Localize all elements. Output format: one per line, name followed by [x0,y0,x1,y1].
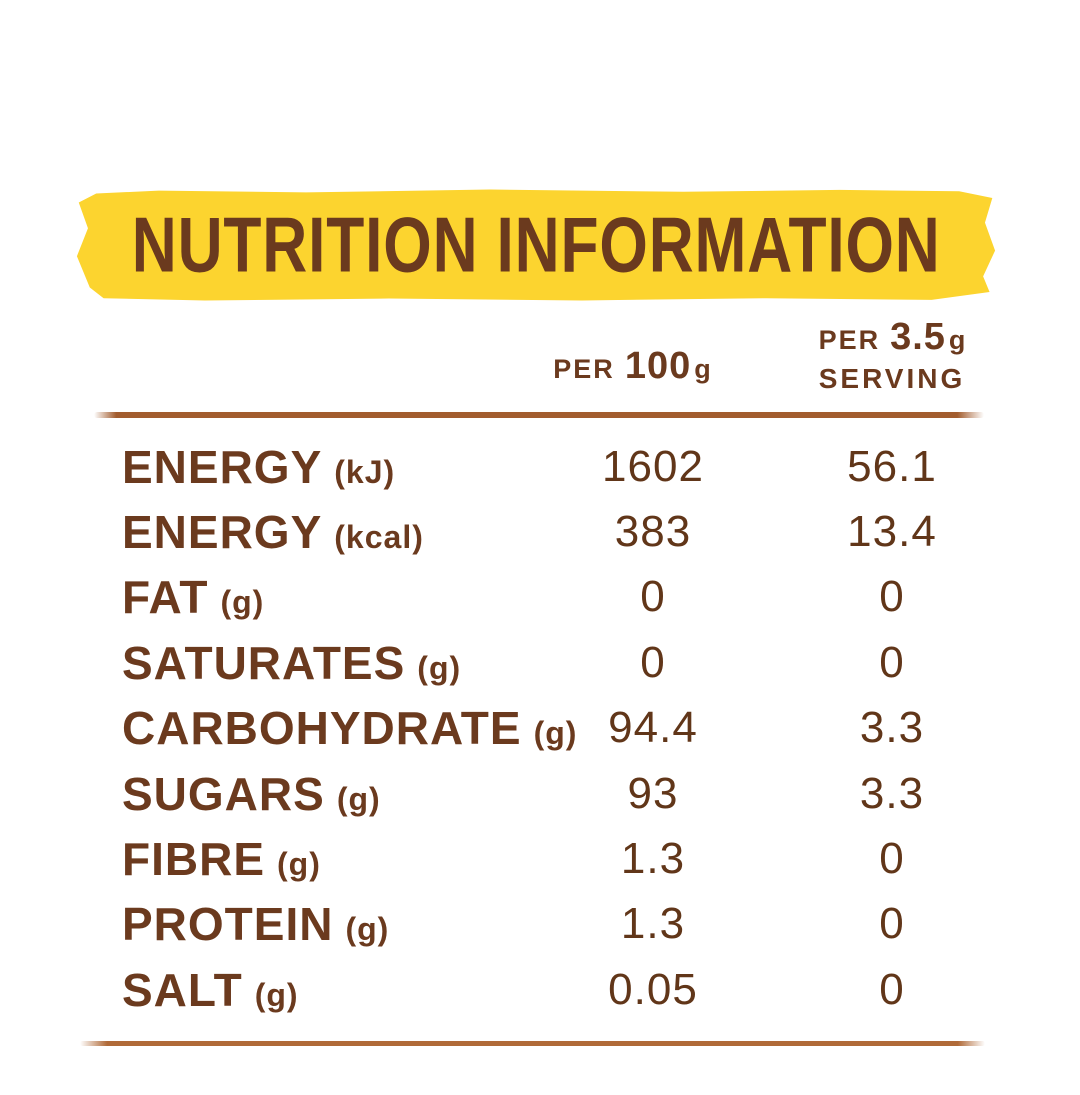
nutrient-unit: (g) [417,649,462,686]
value-per-100g: 0 [640,572,666,622]
value-per-100g: 1.3 [620,899,686,949]
value-per-serving: 0 [879,572,905,622]
amount-100: 100 [624,345,692,387]
value-per-serving: 56.1 [847,441,937,491]
row-label: SUGARS (g) [122,767,381,821]
value-per-serving: 3.3 [859,768,925,818]
column-header-per-serving: PER 3.5 g SERVING [772,316,1012,395]
per-label: PER [553,354,615,384]
table-row: CARBOHYDRATE (g) 94.4 3.3 [0,696,1080,761]
unit-g: g [948,325,966,355]
value-per-100g: 93 [627,768,679,818]
value-per-100g: 383 [614,507,692,557]
row-label: ENERGY (kcal) [122,505,424,559]
row-label: ENERGY (kJ) [122,440,395,494]
value-per-100g: 0 [640,637,666,687]
value-per-100g: 1602 [602,441,704,491]
nutrient-unit: (g) [533,715,578,752]
nutrient-name: ENERGY [122,440,323,493]
table-row: SUGARS (g) 93 3.3 [0,761,1080,826]
value-per-serving: 3.3 [859,703,925,753]
nutrient-name: SUGARS [122,767,325,820]
serving-label: SERVING [818,363,966,394]
column-header-per-100g: PER 100 g [520,338,744,388]
row-label: FAT (g) [122,570,264,624]
nutrient-name: SATURATES [122,636,406,689]
table-row: SATURATES (g) 0 0 [0,630,1080,695]
nutrient-name: CARBOHYDRATE [122,702,522,755]
divider-bottom [80,1041,985,1046]
nutrient-unit: (kJ) [334,453,396,490]
value-per-serving: 0 [879,834,905,884]
value-per-serving: 0 [879,899,905,949]
page-title: NUTRITION INFORMATION [131,201,941,289]
row-label: SALT (g) [122,963,299,1017]
nutrient-unit: (g) [220,584,265,621]
per-label: PER [818,325,881,355]
row-label: CARBOHYDRATE (g) [122,701,577,755]
nutrient-unit: (g) [254,976,299,1013]
unit-g: g [694,354,711,384]
value-per-100g: 0.05 [608,964,698,1014]
value-per-100g: 1.3 [620,834,686,884]
value-per-serving: 0 [879,964,905,1014]
row-label: FIBRE (g) [122,832,321,886]
table-row: ENERGY (kJ) 1602 56.1 [0,434,1080,499]
nutrient-unit: (g) [277,846,321,883]
table-row: ENERGY (kcal) 383 13.4 [0,499,1080,564]
divider-top [94,412,984,418]
table-row: FIBRE (g) 1.3 0 [0,826,1080,891]
table-row: PROTEIN (g) 1.3 0 [0,892,1080,957]
per-serving-header-line: PER 3.5 g [772,316,1012,359]
table-row: FAT (g) 0 0 [0,565,1080,630]
value-per-serving: 13.4 [847,507,937,557]
nutrient-unit: (kcal) [334,519,424,556]
nutrient-name: PROTEIN [122,898,334,951]
nutrient-name: FIBRE [122,833,265,886]
nutrient-name: FAT [122,571,209,624]
nutrient-unit: (g) [336,780,381,817]
nutrient-name: SALT [122,963,243,1016]
per-100g-header-line: PER 100 g [553,345,710,388]
row-label: PROTEIN (g) [122,897,389,951]
amount-3-5: 3.5 [890,316,946,358]
title-banner: NUTRITION INFORMATION [76,189,996,301]
value-per-100g: 94.4 [608,703,698,753]
nutrition-table: ENERGY (kJ) 1602 56.1 ENERGY (kcal) 383 13… [0,434,1080,1023]
row-label: SATURATES (g) [122,636,461,690]
value-per-serving: 0 [879,637,905,687]
table-row: SALT (g) 0.05 0 [0,957,1080,1022]
nutrient-name: ENERGY [122,506,323,559]
nutrient-unit: (g) [345,911,390,948]
